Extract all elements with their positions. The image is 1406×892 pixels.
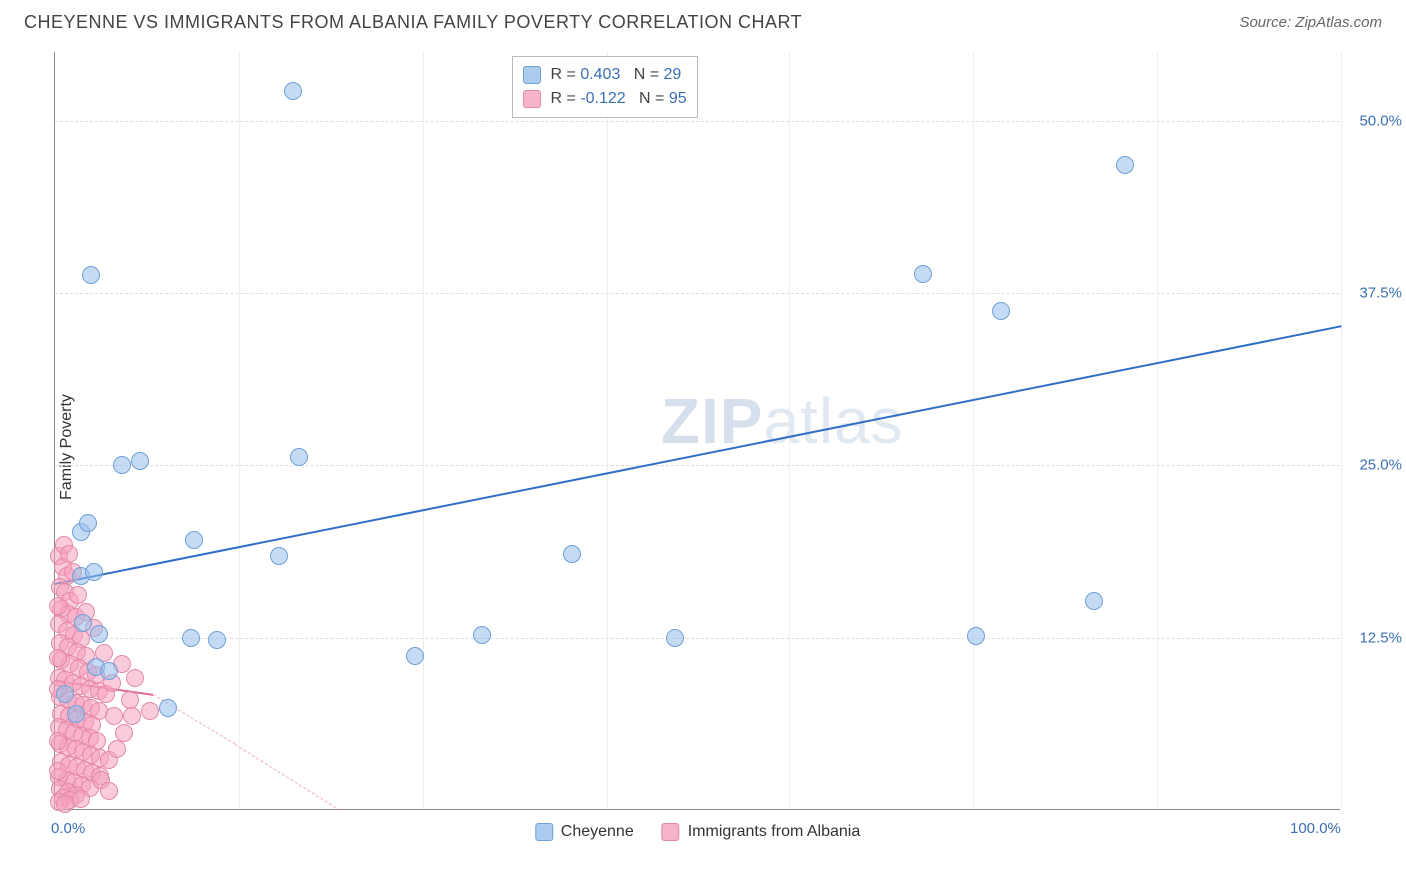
stats-text: R = 0.403 N = 29	[551, 63, 682, 87]
data-point-cheyenne	[473, 626, 491, 644]
xtick-label-min: 0.0%	[51, 820, 85, 837]
bottom-legend: Cheyenne Immigrants from Albania	[535, 823, 860, 841]
gridline-v	[423, 52, 424, 809]
ytick-label: 12.5%	[1346, 629, 1402, 646]
chart-container: Family Poverty ZIPatlas 12.5%25.0%37.5%5…	[54, 52, 1384, 842]
legend-label: Cheyenne	[561, 823, 634, 841]
gridline-v	[1157, 52, 1158, 809]
data-point-cheyenne	[100, 662, 118, 680]
data-point-albania	[49, 732, 67, 750]
gridline-v	[789, 52, 790, 809]
plot-area: ZIPatlas 12.5%25.0%37.5%50.0%0.0%100.0%R…	[54, 52, 1340, 810]
trend-line	[55, 325, 1341, 585]
data-point-albania	[108, 740, 126, 758]
gridline-v	[973, 52, 974, 809]
data-point-cheyenne	[1116, 156, 1134, 174]
data-point-albania	[141, 702, 159, 720]
data-point-cheyenne	[284, 82, 302, 100]
data-point-cheyenne	[1085, 592, 1103, 610]
xtick-label-max: 100.0%	[1290, 820, 1341, 837]
data-point-albania	[72, 790, 90, 808]
stats-row: R = -0.122 N = 95	[523, 87, 687, 111]
chart-title: CHEYENNE VS IMMIGRANTS FROM ALBANIA FAMI…	[24, 12, 802, 33]
data-point-albania	[49, 762, 67, 780]
data-point-cheyenne	[563, 545, 581, 563]
stats-text: R = -0.122 N = 95	[551, 87, 687, 111]
legend-swatch	[523, 90, 541, 108]
legend-swatch	[523, 66, 541, 84]
data-point-cheyenne	[666, 629, 684, 647]
data-point-cheyenne	[992, 302, 1010, 320]
stats-row: R = 0.403 N = 29	[523, 63, 687, 87]
data-point-cheyenne	[182, 629, 200, 647]
ytick-label: 25.0%	[1346, 457, 1402, 474]
gridline-h	[55, 638, 1340, 639]
data-point-albania	[121, 691, 139, 709]
legend-item: Immigrants from Albania	[662, 823, 861, 841]
chart-header: CHEYENNE VS IMMIGRANTS FROM ALBANIA FAMI…	[0, 0, 1406, 41]
ytick-label: 50.0%	[1346, 112, 1402, 129]
data-point-cheyenne	[56, 685, 74, 703]
data-point-cheyenne	[82, 266, 100, 284]
watermark-atlas: atlas	[763, 385, 903, 457]
data-point-albania	[69, 586, 87, 604]
data-point-albania	[123, 707, 141, 725]
legend-item: Cheyenne	[535, 823, 634, 841]
legend-swatch	[662, 823, 680, 841]
data-point-cheyenne	[967, 627, 985, 645]
data-point-cheyenne	[914, 265, 932, 283]
gridline-h	[55, 293, 1340, 294]
gridline-h	[55, 121, 1340, 122]
data-point-cheyenne	[185, 531, 203, 549]
data-point-cheyenne	[67, 705, 85, 723]
data-point-cheyenne	[406, 647, 424, 665]
data-point-cheyenne	[74, 614, 92, 632]
chart-source: Source: ZipAtlas.com	[1239, 14, 1382, 31]
data-point-albania	[49, 649, 67, 667]
legend-label: Immigrants from Albania	[688, 823, 861, 841]
data-point-cheyenne	[270, 547, 288, 565]
gridline-v	[239, 52, 240, 809]
data-point-albania	[105, 707, 123, 725]
trend-dash	[235, 744, 341, 811]
legend-swatch	[535, 823, 553, 841]
gridline-v	[1341, 52, 1342, 809]
data-point-cheyenne	[131, 452, 149, 470]
data-point-albania	[60, 545, 78, 563]
gridline-v	[607, 52, 608, 809]
data-point-cheyenne	[85, 563, 103, 581]
data-point-cheyenne	[290, 448, 308, 466]
data-point-cheyenne	[159, 699, 177, 717]
data-point-cheyenne	[79, 514, 97, 532]
data-point-albania	[100, 782, 118, 800]
data-point-albania	[126, 669, 144, 687]
data-point-cheyenne	[113, 456, 131, 474]
ytick-label: 37.5%	[1346, 285, 1402, 302]
stats-legend: R = 0.403 N = 29R = -0.122 N = 95	[512, 56, 698, 118]
data-point-albania	[115, 724, 133, 742]
data-point-albania	[49, 597, 67, 615]
data-point-cheyenne	[208, 631, 226, 649]
data-point-cheyenne	[90, 625, 108, 643]
gridline-h	[55, 465, 1340, 466]
